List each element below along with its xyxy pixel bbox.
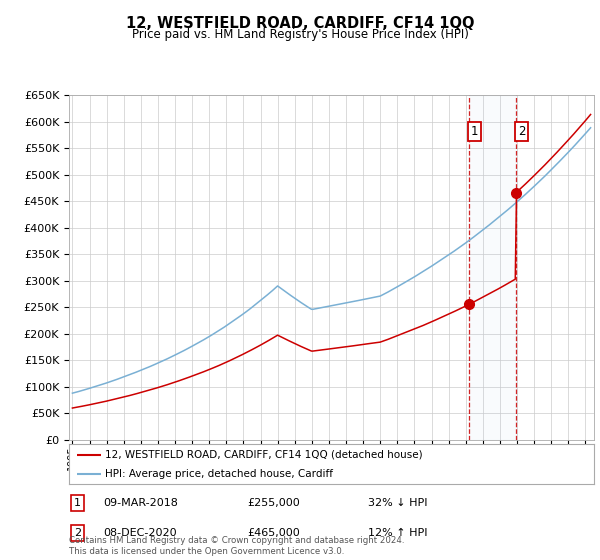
Text: 2: 2 xyxy=(74,528,82,538)
Text: £465,000: £465,000 xyxy=(248,528,300,538)
Bar xyxy=(469,95,515,440)
Text: Contains HM Land Registry data © Crown copyright and database right 2024.
This d: Contains HM Land Registry data © Crown c… xyxy=(69,536,404,556)
Text: HPI: Average price, detached house, Cardiff: HPI: Average price, detached house, Card… xyxy=(105,469,332,478)
Text: 32% ↓ HPI: 32% ↓ HPI xyxy=(368,498,428,508)
Text: 1: 1 xyxy=(471,125,478,138)
Text: Price paid vs. HM Land Registry's House Price Index (HPI): Price paid vs. HM Land Registry's House … xyxy=(131,28,469,41)
Text: 12% ↑ HPI: 12% ↑ HPI xyxy=(368,528,428,538)
Text: 1: 1 xyxy=(74,498,81,508)
Text: 2: 2 xyxy=(518,125,525,138)
Text: £255,000: £255,000 xyxy=(248,498,300,508)
Text: 09-MAR-2018: 09-MAR-2018 xyxy=(103,498,178,508)
Text: 12, WESTFIELD ROAD, CARDIFF, CF14 1QQ: 12, WESTFIELD ROAD, CARDIFF, CF14 1QQ xyxy=(126,16,474,31)
Text: 12, WESTFIELD ROAD, CARDIFF, CF14 1QQ (detached house): 12, WESTFIELD ROAD, CARDIFF, CF14 1QQ (d… xyxy=(105,450,422,460)
Text: 08-DEC-2020: 08-DEC-2020 xyxy=(103,528,177,538)
